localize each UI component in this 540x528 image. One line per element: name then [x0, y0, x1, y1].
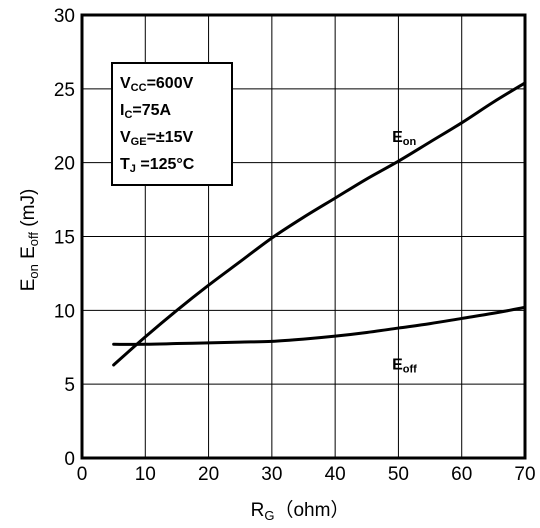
plot-frame: [80, 13, 527, 460]
series-label-eon: Eon: [392, 129, 416, 148]
series-label-eoff: Eoff: [392, 356, 417, 375]
x-tick-label: 0: [77, 464, 88, 485]
y-tick-label: 0: [64, 449, 75, 470]
y-axis-label: Eon Eoff (mJ): [18, 189, 41, 292]
condition-vge: VGE=±15V: [120, 129, 194, 148]
series-line-eoff: [112, 305, 527, 346]
x-tick-label: 40: [325, 464, 346, 485]
x-tick-label: 70: [514, 464, 535, 485]
condition-ic: IC=75A: [120, 102, 172, 121]
curves: [112, 81, 527, 367]
y-tick-label: 20: [54, 154, 75, 175]
y-tick-label: 5: [64, 375, 75, 396]
y-tick-label: 15: [54, 228, 75, 249]
x-tick-label: 60: [451, 464, 472, 485]
conditions-frame: [111, 62, 233, 186]
y-tick-label: 10: [54, 301, 75, 322]
x-tick-label: 20: [198, 464, 219, 485]
x-tick-label: 10: [135, 464, 156, 485]
condition-vcc: VCC=600V: [120, 75, 194, 94]
x-axis-label: RG（ohm）: [251, 499, 350, 523]
condition-tj: TJ =125°C: [120, 156, 195, 175]
x-tick-label: 50: [388, 464, 409, 485]
y-tick-label: 25: [54, 80, 75, 101]
x-tick-label: 30: [261, 464, 282, 485]
conditions-box: VCC=600V IC=75A VGE=±15V TJ =125°C: [111, 62, 233, 186]
series-line-eon: [112, 81, 527, 367]
tick-labels: 0 10 20 30 40 50 60 70 0 5 10 15 20 25 30: [54, 6, 536, 485]
y-tick-label: 30: [54, 6, 75, 27]
